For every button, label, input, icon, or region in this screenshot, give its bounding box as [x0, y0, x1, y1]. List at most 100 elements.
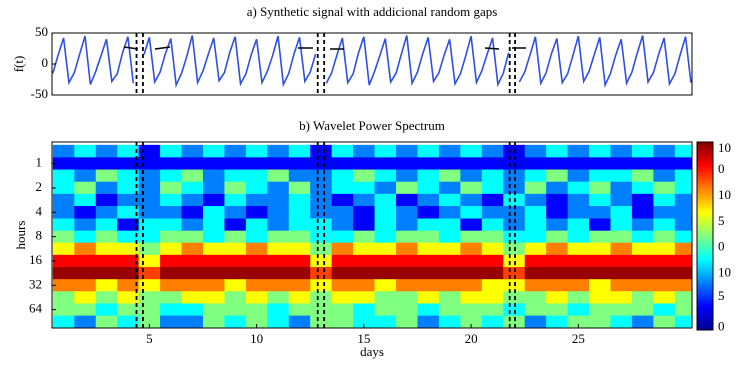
heat-cell [589, 242, 611, 256]
heat-cell [631, 315, 654, 328]
heat-cell [417, 254, 440, 268]
heat-cell [353, 206, 376, 220]
colorbar-tick-label: 5 [718, 213, 725, 228]
heat-cell [52, 206, 75, 220]
heat-cell [117, 279, 140, 292]
heat-cell [181, 193, 204, 207]
heat-cell [331, 169, 354, 183]
heat-cell [117, 254, 140, 268]
heat-cell [589, 206, 611, 220]
heat-cell [353, 315, 376, 328]
heat-cell [224, 279, 247, 292]
heat-cell [245, 157, 268, 171]
heat-cell [438, 169, 461, 183]
heat-cell [417, 169, 440, 183]
heat-cell [117, 144, 140, 158]
heat-cell [546, 291, 569, 304]
heat-cell [95, 254, 118, 268]
heat-cell [396, 230, 418, 244]
heat-cell [74, 315, 97, 328]
heat-cell [181, 169, 204, 183]
heat-cell [374, 315, 397, 328]
heat-cell [202, 144, 225, 158]
heat-cell [310, 193, 333, 207]
heat-cell [202, 169, 225, 183]
heat-cell [674, 279, 692, 292]
heat-cell [417, 144, 440, 158]
y-axis-label: hours [13, 221, 28, 250]
heat-cell [417, 315, 440, 328]
heat-cell [567, 206, 590, 220]
heat-cell [481, 267, 504, 280]
x-tick-label: 20 [465, 331, 478, 346]
arrow [123, 46, 139, 50]
heat-cell [438, 242, 461, 256]
heat-cell [460, 303, 483, 317]
heat-cell [524, 169, 547, 183]
heat-cell [374, 157, 397, 171]
heat-cell [117, 291, 140, 304]
heat-cell [181, 303, 204, 317]
heat-cell [160, 254, 183, 268]
heat-cell [374, 242, 397, 256]
heat-cell [224, 218, 247, 232]
heat-cell [288, 193, 311, 207]
colorbar-tick-label: 0 [718, 239, 725, 254]
heat-cell [117, 303, 140, 317]
heat-cell [524, 291, 547, 304]
chart-title: a) Synthetic signal with addicional rand… [247, 4, 498, 19]
heat-cell [95, 291, 118, 304]
heat-cell [267, 169, 290, 183]
heat-cell [353, 303, 376, 317]
heat-cell [524, 206, 547, 220]
heat-cell [52, 230, 75, 244]
heat-cell [52, 169, 75, 183]
heat-cell [396, 303, 418, 317]
heat-cell [653, 169, 676, 183]
heat-cell [674, 254, 692, 268]
heat-cell [481, 193, 504, 207]
heat-cell [631, 181, 654, 195]
heat-cell [160, 169, 183, 183]
heat-cell [546, 181, 569, 195]
y-tick-label: 1 [36, 155, 43, 170]
heat-cell [267, 218, 290, 232]
heat-cell [245, 218, 268, 232]
y-tick-label: 0 [42, 55, 49, 70]
heat-cell [396, 157, 418, 171]
heat-cell [589, 218, 611, 232]
heat-cell [653, 315, 676, 328]
heat-cell [202, 218, 225, 232]
heat-cell [396, 279, 418, 292]
heat-cell [589, 291, 611, 304]
heat-cell [610, 206, 633, 220]
heat-cell [288, 181, 311, 195]
heat-cell [267, 315, 290, 328]
heat-cell [117, 206, 140, 220]
heat-cell [331, 291, 354, 304]
heat-cell [353, 193, 376, 207]
heat-cell [310, 291, 333, 304]
heat-cell [610, 144, 633, 158]
heat-cell [631, 169, 654, 183]
heat-cell [374, 267, 397, 280]
heat-cell [288, 254, 311, 268]
heat-cell [589, 157, 611, 171]
heat-cell [181, 254, 204, 268]
heat-cell [245, 254, 268, 268]
heat-cell [438, 291, 461, 304]
heat-cell [631, 206, 654, 220]
heat-cell [224, 303, 247, 317]
heat-cell [481, 144, 504, 158]
heat-cell [95, 279, 118, 292]
heat-cell [52, 242, 75, 256]
heat-cell [310, 230, 333, 244]
heat-cell [331, 157, 354, 171]
y-tick-label: 64 [29, 301, 43, 316]
heat-cell [589, 254, 611, 268]
heat-cell [674, 169, 692, 183]
heat-cell [52, 181, 75, 195]
heat-cell [224, 315, 247, 328]
heat-cell [138, 242, 161, 256]
